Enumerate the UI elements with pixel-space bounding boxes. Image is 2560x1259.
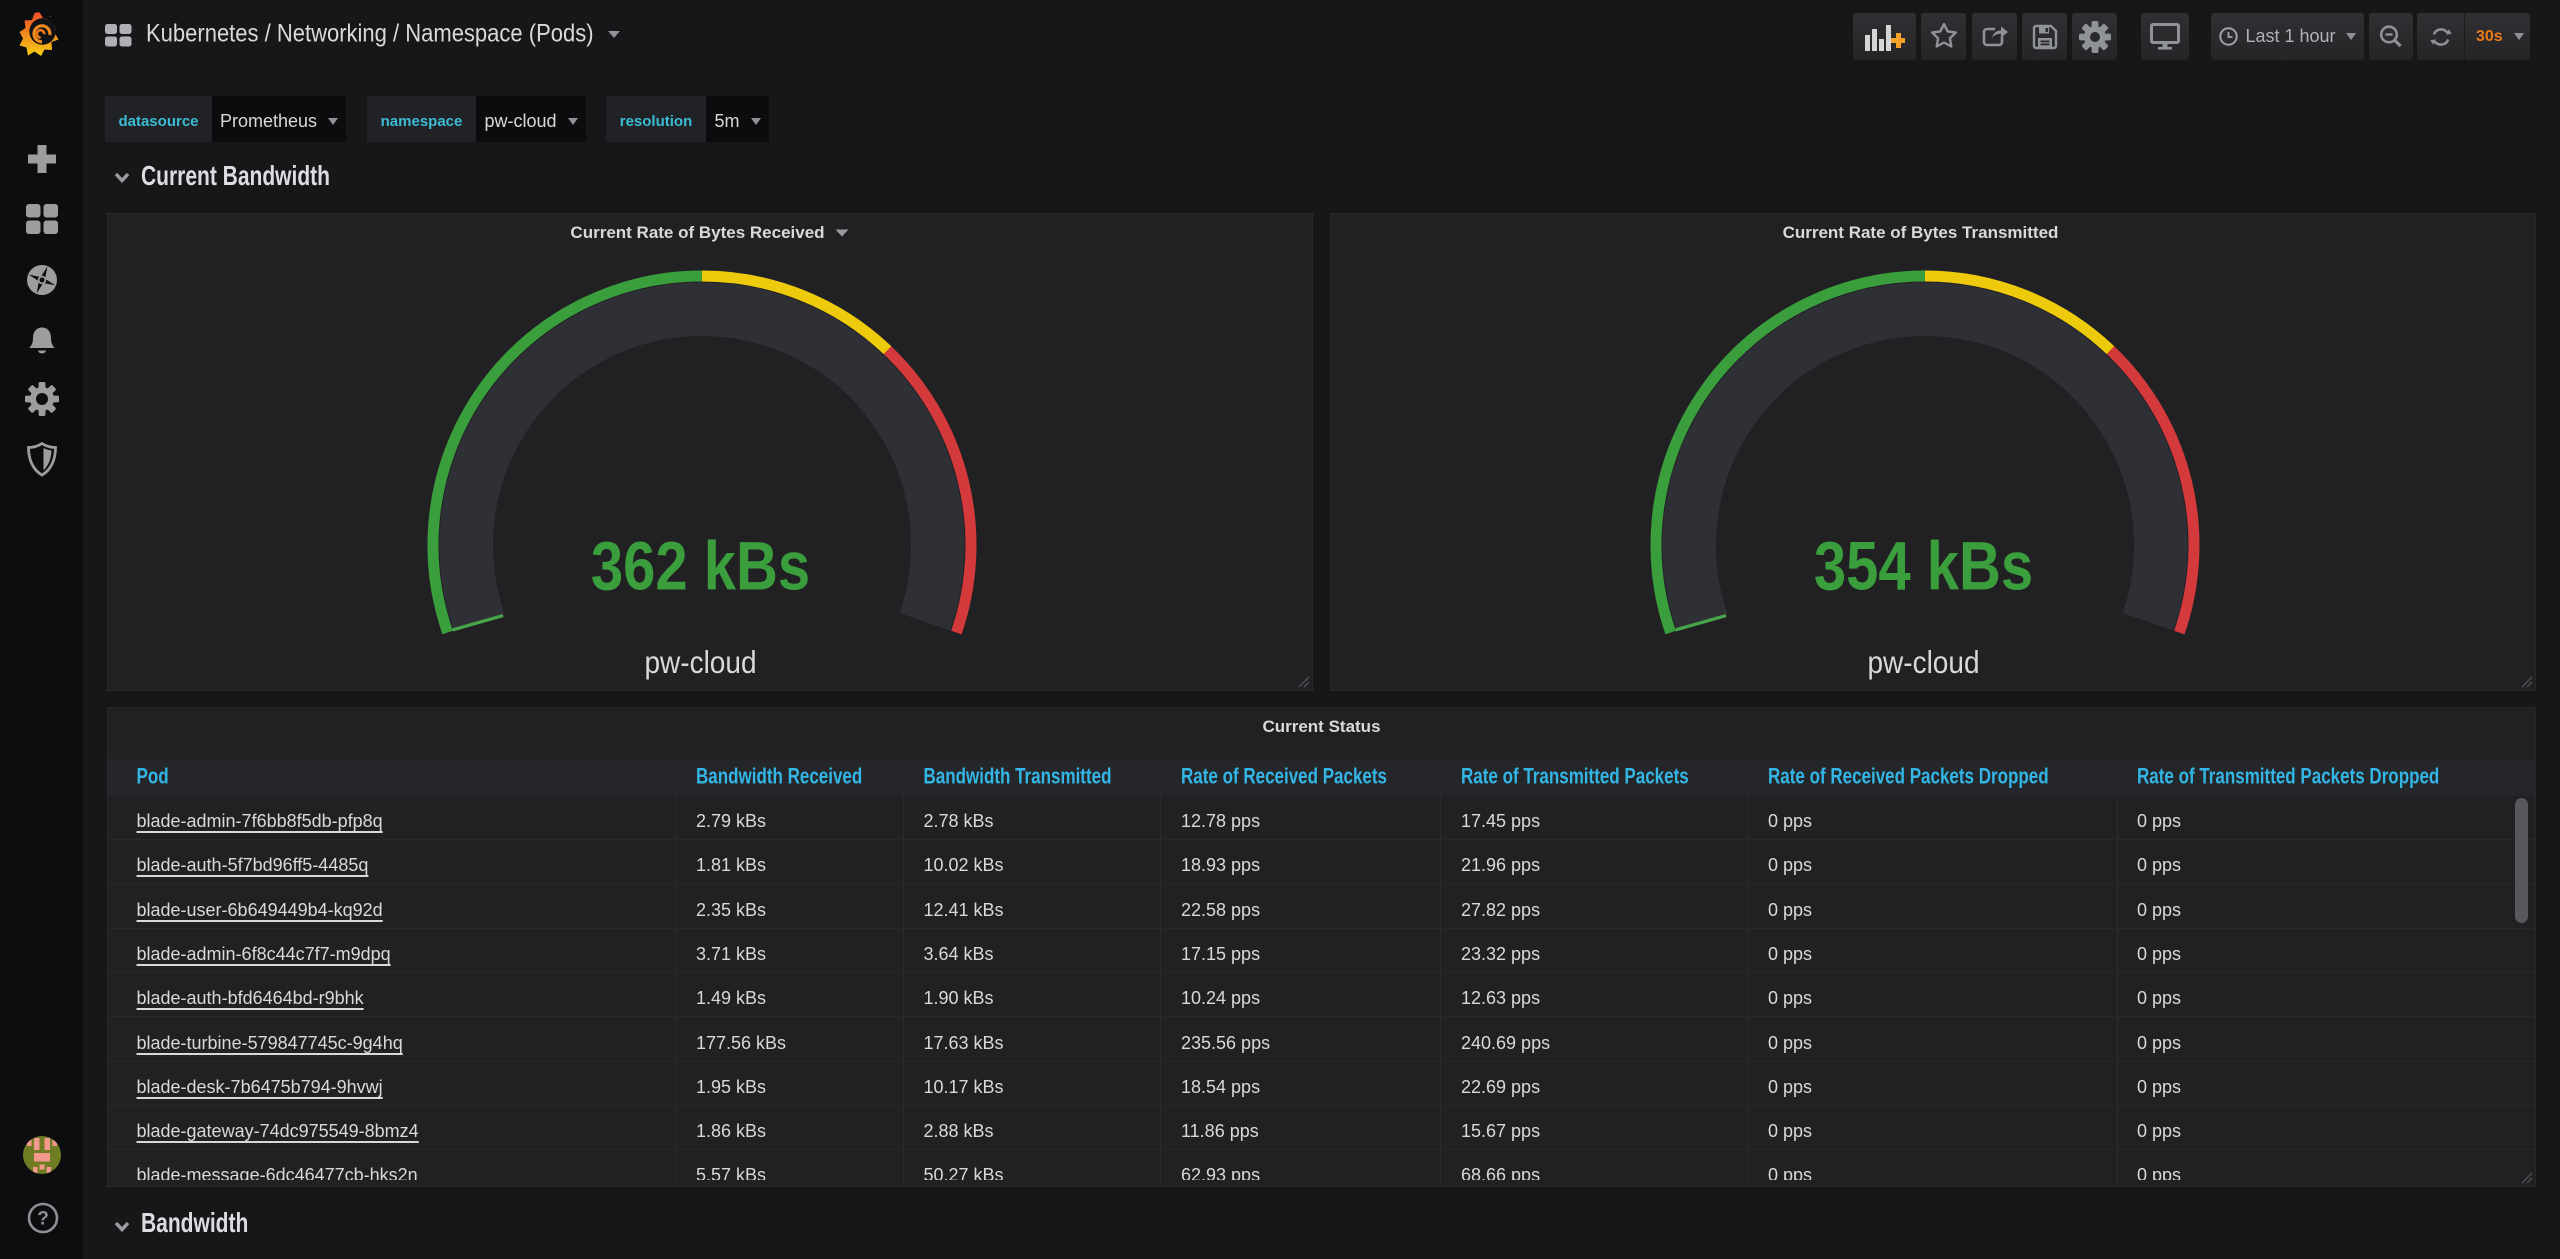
svg-text:?: ? — [37, 1209, 49, 1230]
